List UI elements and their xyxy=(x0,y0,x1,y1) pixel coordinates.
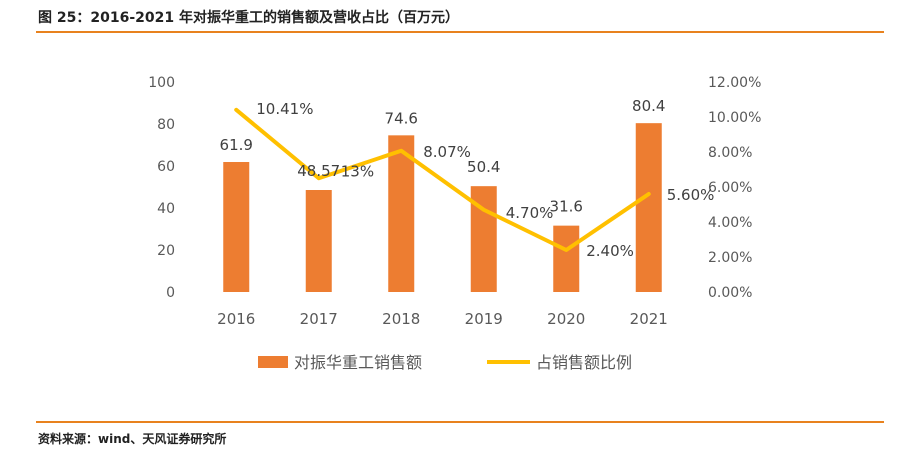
x-axis: 2016 2017 2018 2019 2020 2021 xyxy=(217,310,668,328)
left-tick-label: 0 xyxy=(166,285,175,301)
bar xyxy=(635,123,662,292)
right-tick-label: 4.00% xyxy=(708,215,752,231)
right-tick-label: 8.00% xyxy=(708,145,752,161)
legend: 对振华重工销售额 占销售额比例 xyxy=(258,353,632,372)
bar-data-label: 50.4 xyxy=(467,158,500,176)
bar-data-label: 74.6 xyxy=(385,109,418,127)
source-note: 资料来源：wind、天风证券研究所 xyxy=(38,432,227,446)
line-data-label: 10.41% xyxy=(256,100,313,118)
bar-data-labels: 61.9 48.57 74.6 50.4 31.6 80.4 xyxy=(220,97,666,215)
line-data-label: 13% xyxy=(341,162,374,180)
right-tick-label: 12.00% xyxy=(708,75,761,91)
right-tick-label: 10.00% xyxy=(708,110,761,126)
bar-data-label: 48.57 xyxy=(297,162,340,180)
x-tick-label: 2021 xyxy=(630,310,668,328)
line-data-label: 8.07% xyxy=(423,143,471,161)
line-data-label: 5.60% xyxy=(667,186,715,204)
x-tick-label: 2017 xyxy=(300,310,338,328)
line-data-labels: 10.41% 13% 8.07% 4.70% 2.40% 5.60% xyxy=(256,100,714,260)
legend-bar-swatch xyxy=(258,356,288,368)
left-tick-label: 40 xyxy=(157,201,175,217)
x-tick-label: 2020 xyxy=(547,310,585,328)
ratio-line xyxy=(234,107,651,252)
bar xyxy=(553,225,580,292)
legend-line-label: 占销售额比例 xyxy=(536,353,632,372)
top-rule xyxy=(36,31,884,33)
bottom-rule xyxy=(36,421,884,423)
bar xyxy=(305,190,332,292)
bar xyxy=(388,135,415,292)
left-tick-label: 100 xyxy=(148,75,175,91)
left-axis: 0 20 40 60 80 100 xyxy=(148,75,175,301)
bar-data-label: 80.4 xyxy=(632,97,665,115)
line-series xyxy=(234,107,651,252)
legend-bar-label: 对振华重工销售额 xyxy=(294,353,422,372)
line-data-label: 4.70% xyxy=(506,204,554,222)
x-tick-label: 2016 xyxy=(217,310,255,328)
right-axis: 0.00% 2.00% 4.00% 6.00% 8.00% 10.00% 12.00% xyxy=(708,75,761,301)
left-tick-label: 80 xyxy=(157,117,175,133)
right-tick-label: 0.00% xyxy=(708,285,752,301)
bar-data-label: 31.6 xyxy=(550,198,583,216)
line-data-label: 2.40% xyxy=(586,242,634,260)
figure-title: 图 25：2016-2021 年对振华重工的销售额及营收占比（百万元） xyxy=(38,10,459,26)
bar xyxy=(223,162,250,292)
bar-data-label: 61.9 xyxy=(220,136,253,154)
right-tick-label: 6.00% xyxy=(708,180,752,196)
left-tick-label: 20 xyxy=(157,243,175,259)
left-tick-label: 60 xyxy=(157,159,175,175)
right-tick-label: 2.00% xyxy=(708,250,752,266)
x-tick-label: 2019 xyxy=(465,310,503,328)
x-tick-label: 2018 xyxy=(382,310,420,328)
